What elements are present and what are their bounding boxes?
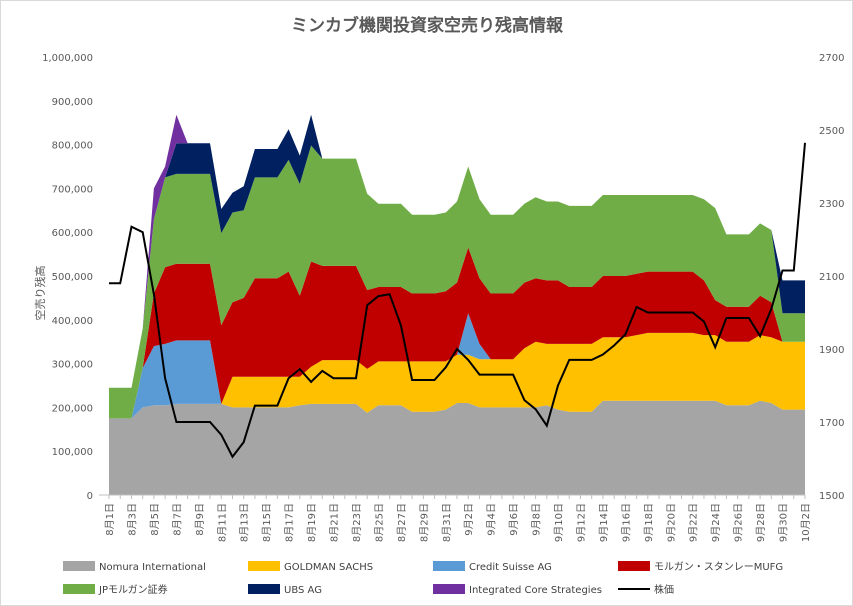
legend-swatch bbox=[248, 561, 280, 571]
y-tick-label: 200,000 bbox=[52, 403, 93, 414]
x-tick-label: 9月2日 bbox=[463, 503, 475, 536]
y2-tick-label: 1900 bbox=[819, 345, 844, 356]
legend-label: UBS AG bbox=[284, 585, 322, 596]
x-tick-label: 8月21日 bbox=[329, 503, 341, 542]
x-tick-label: 9月4日 bbox=[486, 503, 498, 536]
y2-tick-label: 1700 bbox=[819, 418, 844, 429]
legend-label: Nomura International bbox=[99, 562, 206, 573]
area-series-mufg-3 bbox=[109, 247, 805, 419]
x-tick-label: 9月8日 bbox=[531, 503, 543, 536]
x-tick-label: 8月7日 bbox=[171, 503, 183, 536]
legend-item: モルガン・スタンレーMUFG bbox=[618, 561, 783, 573]
legend-label: モルガン・スタンレーMUFG bbox=[654, 561, 783, 573]
y-tick-label: 300,000 bbox=[52, 360, 93, 371]
x-tick-label: 8月11日 bbox=[216, 503, 228, 542]
area-series-jp-4 bbox=[109, 145, 805, 419]
x-tick-label: 8月29日 bbox=[418, 503, 430, 542]
legend-label: 株価 bbox=[654, 583, 674, 596]
x-tick-label: 9月24日 bbox=[710, 503, 722, 542]
legend-item: Credit Suisse AG bbox=[433, 561, 552, 573]
area-series-nomura-international-0 bbox=[109, 400, 805, 495]
y-tick-label: 700,000 bbox=[52, 184, 93, 195]
y-tick-label: 600,000 bbox=[52, 228, 93, 239]
y-tick-label: 800,000 bbox=[52, 141, 93, 152]
y2-tick-label: 2300 bbox=[819, 199, 844, 210]
chart-title: ミンカブ機関投資家空売り残高情報 bbox=[291, 15, 564, 36]
y-tick-label: 400,000 bbox=[52, 316, 93, 327]
area-series-goldman-sachs-1 bbox=[109, 332, 805, 419]
x-tick-label: 9月20日 bbox=[665, 503, 677, 542]
x-tick-label: 9月14日 bbox=[598, 503, 610, 542]
area-series-group bbox=[109, 114, 806, 495]
legend-swatch bbox=[433, 561, 465, 571]
y2-tick-label: 2700 bbox=[819, 53, 844, 64]
x-tick-label: 10月2日 bbox=[800, 503, 812, 542]
legend: Nomura International GOLDMAN SACHS Credit … bbox=[63, 561, 783, 596]
y2-tick-label: 1500 bbox=[819, 491, 844, 502]
legend-item: JPモルガン証券 bbox=[63, 583, 168, 596]
x-tick-label: 9月26日 bbox=[733, 503, 745, 542]
x-tick-label: 8月19日 bbox=[306, 503, 318, 542]
y-tick-label: 100,000 bbox=[52, 447, 93, 458]
x-tick-label: 9月22日 bbox=[688, 503, 700, 542]
x-tick-label: 8月5日 bbox=[149, 503, 161, 536]
x-tick-label: 8月9日 bbox=[194, 503, 206, 536]
x-tick-label: 8月23日 bbox=[351, 503, 363, 542]
x-tick-label: 8月1日 bbox=[104, 503, 116, 536]
legend-swatch bbox=[63, 584, 95, 594]
x-tick-label: 9月16日 bbox=[620, 503, 632, 542]
legend-swatch bbox=[248, 584, 280, 594]
tick-labels-group: 1,000,000 900,000 800,000 700,000 600,000 500… bbox=[42, 53, 844, 542]
legend-item: Integrated Core Strategies bbox=[433, 584, 602, 596]
x-tick-label: 8月31日 bbox=[441, 503, 453, 542]
x-tick-label: 8月25日 bbox=[373, 503, 385, 542]
legend-item: Nomura International bbox=[63, 561, 206, 573]
x-tick-label: 9月30日 bbox=[778, 503, 790, 542]
x-tick-label: 8月17日 bbox=[284, 503, 296, 542]
x-tick-label: 9月10日 bbox=[553, 503, 565, 542]
legend-swatch bbox=[618, 561, 650, 571]
legend-label: JPモルガン証券 bbox=[98, 583, 168, 596]
legend-item: UBS AG bbox=[248, 584, 322, 596]
legend-swatch bbox=[63, 561, 95, 571]
x-tick-label: 9月12日 bbox=[575, 503, 587, 542]
legend-label: Credit Suisse AG bbox=[469, 562, 552, 573]
legend-label: GOLDMAN SACHS bbox=[284, 562, 373, 573]
x-tick-label: 9月6日 bbox=[508, 503, 520, 536]
legend-label: Integrated Core Strategies bbox=[469, 585, 602, 596]
area-series-integrated-core-strategies-6 bbox=[109, 114, 805, 388]
legend-item: 株価 bbox=[618, 583, 674, 596]
legend-swatch bbox=[433, 584, 465, 594]
x-tick-label: 8月27日 bbox=[396, 503, 408, 542]
x-tick-label: 9月18日 bbox=[643, 503, 655, 542]
legend-item: GOLDMAN SACHS bbox=[248, 561, 373, 573]
axes-group bbox=[99, 494, 806, 499]
stock-price-line bbox=[109, 142, 806, 459]
y-tick-label: 1,000,000 bbox=[42, 53, 93, 64]
x-tick-label: 9月28日 bbox=[755, 503, 767, 542]
y-axis-title: 空売り残高 bbox=[33, 266, 47, 321]
x-tick-label: 8月15日 bbox=[261, 503, 273, 542]
x-tick-label: 8月3日 bbox=[126, 503, 138, 536]
x-tick-label: 8月13日 bbox=[239, 503, 251, 542]
y2-tick-label: 2500 bbox=[819, 126, 844, 137]
y2-tick-label: 2100 bbox=[819, 272, 844, 283]
y-tick-label: 900,000 bbox=[52, 97, 93, 108]
y-tick-label: 0 bbox=[87, 491, 93, 502]
y-tick-label: 500,000 bbox=[52, 272, 93, 283]
